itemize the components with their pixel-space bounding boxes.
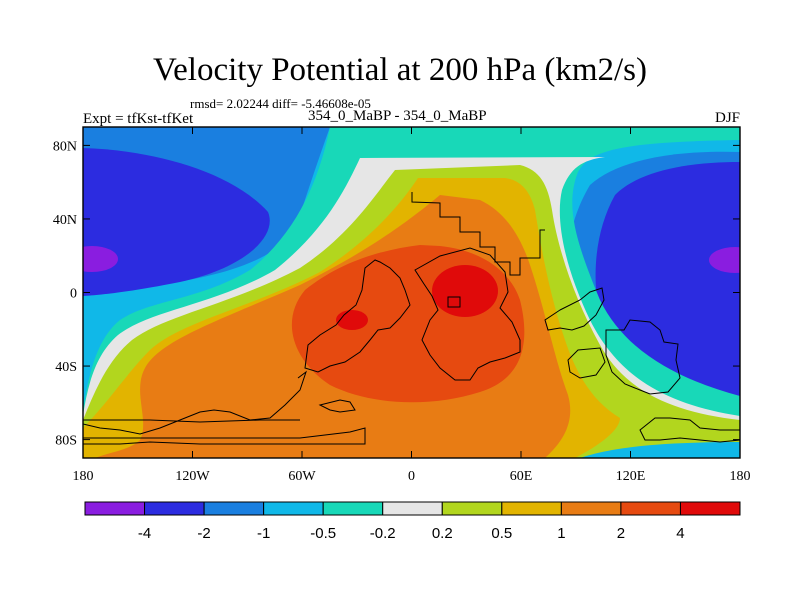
x-tick-label: 120E xyxy=(616,469,646,484)
x-tick-label: 120W xyxy=(175,469,210,484)
coastline-north-america xyxy=(411,192,545,276)
coastline-africa xyxy=(304,259,411,373)
x-tick-label: 180 xyxy=(73,469,94,484)
stats-label: rmsd= 2.02244 diff= -5.46608e-05 xyxy=(190,96,371,111)
colorbar-swatch xyxy=(263,501,324,516)
colorbar-label: -2 xyxy=(197,525,210,542)
field-maximum-atlantic xyxy=(336,310,368,330)
field-east-minimum xyxy=(709,247,740,273)
coastline-asia-islands xyxy=(544,287,605,331)
colorbar-label: 0.2 xyxy=(432,525,453,542)
colorbar-label: 2 xyxy=(617,525,625,542)
colorbar-label: 0.5 xyxy=(491,525,512,542)
colorbar-swatch xyxy=(84,501,146,516)
colorbar-label: 4 xyxy=(676,525,684,542)
colorbar-swatch xyxy=(322,501,384,516)
coastline-southeast-asia xyxy=(567,347,606,379)
field-maximum-africa xyxy=(432,265,498,317)
colorbar-label: -0.2 xyxy=(370,525,396,542)
coastline-antarctica-south xyxy=(318,399,356,413)
y-tick-label: 0 xyxy=(70,287,77,302)
coastline-australia xyxy=(605,319,681,395)
coastline-antarctica-west xyxy=(83,427,366,445)
x-tick-label: 60E xyxy=(510,469,533,484)
colorbar-swatch xyxy=(382,501,443,516)
x-tick-label: 180 xyxy=(730,469,751,484)
coastline-antarctica-ross xyxy=(83,419,300,423)
colorbar-swatch xyxy=(560,501,622,516)
coastline-antarctica-east xyxy=(639,417,740,443)
contour-fields xyxy=(83,127,740,458)
colorbar: -4 -2 -1 -0.5 -0.2 0.2 0.5 1 2 4 xyxy=(84,501,741,542)
colorbar-swatch xyxy=(144,501,205,516)
y-tick-label: 80S xyxy=(55,434,77,449)
y-tick-label: 40N xyxy=(53,213,77,228)
colorbar-label: 1 xyxy=(557,525,565,542)
colorbar-label: -0.5 xyxy=(310,525,336,542)
colorbar-swatch xyxy=(501,501,562,516)
field-west-minimum xyxy=(83,246,118,272)
colorbar-label: -1 xyxy=(257,525,270,542)
coastlines xyxy=(83,192,740,445)
experiment-label: Expt = tfKst-tfKet xyxy=(83,111,194,127)
colorbar-label: -4 xyxy=(138,525,151,542)
x-tick-label: 0 xyxy=(408,469,415,484)
coastline-south-america xyxy=(83,370,307,435)
y-tick-label: 80N xyxy=(53,139,77,154)
y-tick-label: 40S xyxy=(55,360,77,375)
field-west-negative-inner xyxy=(83,148,270,296)
colorbar-swatch xyxy=(620,501,681,516)
axis-ticks: 180 120W 60W 0 60E 120E 180 80N 40N 0 40S 80S xyxy=(53,127,751,484)
colorbar-swatch xyxy=(203,501,265,516)
colorbar-swatch xyxy=(679,501,741,516)
coastline-island-small xyxy=(447,296,461,308)
runs-label: 354_0_MaBP - 354_0_MaBP xyxy=(308,108,487,124)
season-label: DJF xyxy=(714,110,740,126)
chart-title: Velocity Potential at 200 hPa (km2/s) xyxy=(152,52,648,88)
x-tick-label: 60W xyxy=(288,469,316,484)
coastline-eurasia xyxy=(414,247,521,381)
colorbar-swatch xyxy=(441,501,503,516)
